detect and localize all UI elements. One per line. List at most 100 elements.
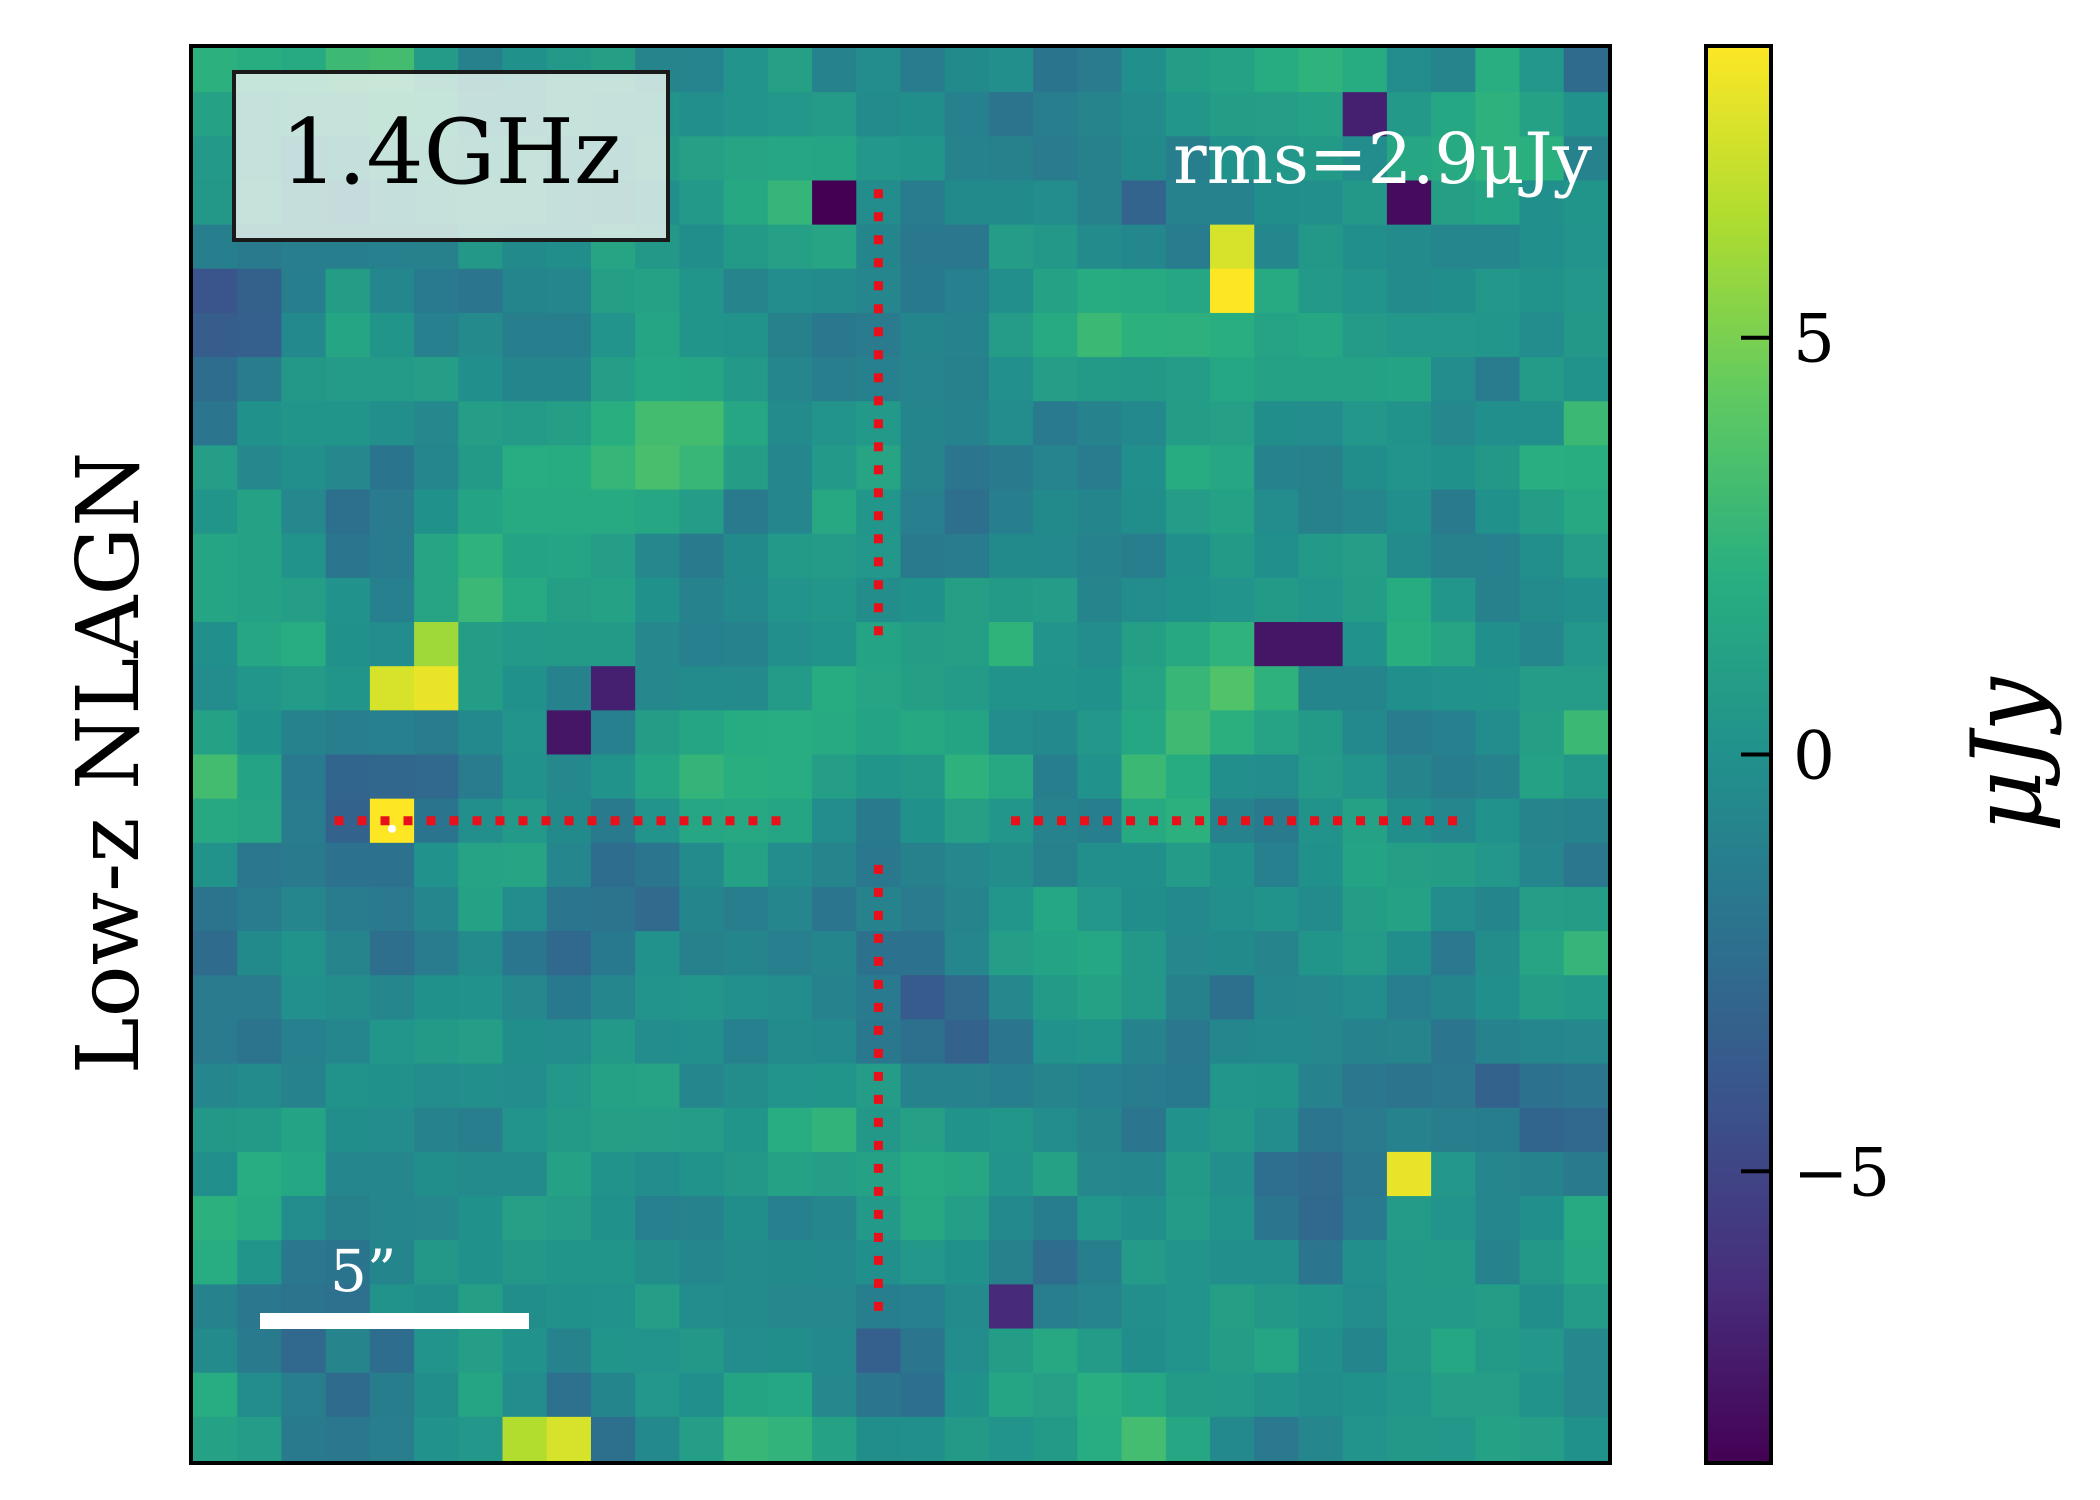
heatmap-cell (281, 357, 327, 402)
heatmap-cell (1077, 666, 1123, 711)
heatmap-cell (1431, 1063, 1476, 1109)
heatmap-cell (590, 710, 636, 756)
heatmap-cell (193, 533, 238, 579)
heatmap-cell (590, 1416, 636, 1462)
heatmap-cell (1475, 312, 1521, 358)
heatmap-cell (679, 1107, 725, 1153)
heatmap-cell (1254, 842, 1300, 888)
heatmap-cell (1563, 1328, 1609, 1374)
heatmap-cell (193, 1284, 238, 1330)
heatmap-cell (325, 1240, 371, 1285)
heatmap-cell (767, 1019, 813, 1065)
heatmap-cell (369, 577, 415, 623)
heatmap-cell (1519, 445, 1565, 491)
heatmap-cell (546, 312, 592, 358)
heatmap-cell (1386, 312, 1432, 358)
heatmap-cell (502, 357, 548, 402)
colorbar-tick-label: 5 (1793, 301, 1835, 378)
heatmap-cell (900, 224, 946, 270)
heatmap-cell (546, 842, 592, 888)
heatmap-cell (900, 136, 946, 182)
heatmap-cell (369, 1063, 415, 1109)
heatmap-cell (1254, 1151, 1300, 1197)
heatmap-cell (414, 577, 459, 623)
heatmap-cell (900, 401, 946, 447)
heatmap-cell (325, 445, 371, 491)
heatmap-cell (458, 401, 504, 447)
heatmap-cell (1386, 533, 1432, 579)
heatmap-cell (1342, 136, 1388, 182)
heatmap-cell (635, 754, 681, 800)
heatmap-cell (502, 489, 548, 535)
heatmap-cell (590, 1151, 636, 1197)
heatmap-cell (635, 842, 681, 888)
heatmap-cell (1431, 1151, 1476, 1197)
heatmap-cell (1563, 1151, 1609, 1197)
heatmap-cell (1121, 842, 1167, 888)
heatmap-cell (281, 798, 327, 844)
heatmap-cell (944, 798, 990, 844)
heatmap-cell (1165, 48, 1211, 93)
heatmap-cell (1431, 1240, 1476, 1285)
heatmap-cell (414, 1416, 459, 1462)
heatmap-cell (944, 224, 990, 270)
heatmap-cell (1475, 357, 1521, 402)
heatmap-cell (988, 489, 1034, 535)
heatmap-cell (281, 268, 327, 314)
heatmap-cell (1165, 1196, 1211, 1241)
heatmap-cell (502, 577, 548, 623)
heatmap-cell (635, 489, 681, 535)
heatmap-cell (679, 1328, 725, 1374)
heatmap-cell (1563, 1063, 1609, 1109)
heatmap-cell (1519, 710, 1565, 756)
heatmap-cell (458, 268, 504, 314)
heatmap-cell (414, 975, 459, 1021)
heatmap-cell (1165, 1063, 1211, 1109)
heatmap-cell (1254, 533, 1300, 579)
heatmap-cell (723, 622, 769, 667)
heatmap-cell (325, 577, 371, 623)
heatmap-cell (590, 1196, 636, 1241)
heatmap-cell (502, 886, 548, 932)
heatmap-cell (237, 1372, 283, 1418)
heatmap-cell (590, 666, 636, 711)
heatmap-cell (1519, 1019, 1565, 1065)
heatmap-cell (1298, 1328, 1344, 1374)
heatmap-cell (988, 1284, 1034, 1330)
heatmap-cell (1519, 136, 1565, 182)
heatmap-cell (1386, 975, 1432, 1021)
heatmap-cell (679, 312, 725, 358)
heatmap-cell (812, 1328, 857, 1374)
heatmap-cell (1563, 1416, 1609, 1462)
heatmap-cell (1563, 136, 1609, 182)
heatmap-cell (1563, 180, 1609, 226)
heatmap-cell (944, 1328, 990, 1374)
heatmap-cell (1121, 931, 1167, 976)
heatmap-cell (1165, 357, 1211, 402)
heatmap-cell (723, 1107, 769, 1153)
colorbar-tick-label: −5 (1793, 1134, 1890, 1211)
heatmap-cell (1298, 533, 1344, 579)
heatmap-cell (546, 1240, 592, 1285)
heatmap-cell (723, 710, 769, 756)
heatmap-cell (1519, 268, 1565, 314)
heatmap-cell (369, 666, 415, 711)
heatmap-cell (1475, 798, 1521, 844)
heatmap-cell (944, 48, 990, 93)
heatmap-cell (1519, 1328, 1565, 1374)
heatmap-cell (590, 401, 636, 447)
heatmap-cell (1254, 1063, 1300, 1109)
heatmap-cell (988, 92, 1034, 137)
heatmap-cell (1342, 533, 1388, 579)
heatmap-cell (546, 1019, 592, 1065)
colorbar-tick-label: 0 (1793, 718, 1835, 795)
heatmap-cell (812, 622, 857, 667)
heatmap-cell (988, 1372, 1034, 1418)
heatmap-cell (812, 268, 857, 314)
heatmap-cell (1431, 754, 1476, 800)
heatmap-cell (635, 357, 681, 402)
heatmap-cell (856, 1328, 902, 1374)
heatmap-cell (679, 489, 725, 535)
heatmap-cell (944, 710, 990, 756)
heatmap-cell (1431, 312, 1476, 358)
